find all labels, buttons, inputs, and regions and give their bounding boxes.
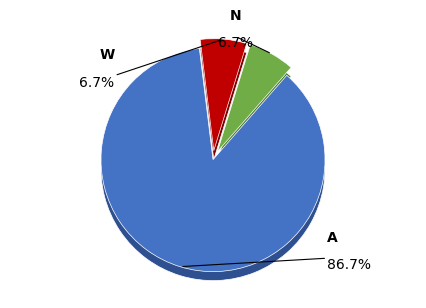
Wedge shape xyxy=(101,48,325,272)
Text: 6.7%: 6.7% xyxy=(79,75,115,90)
Wedge shape xyxy=(217,54,291,161)
Text: 86.7%: 86.7% xyxy=(327,258,371,272)
Wedge shape xyxy=(101,57,325,281)
Text: 6.7%: 6.7% xyxy=(218,36,253,51)
Text: A: A xyxy=(327,231,338,245)
Wedge shape xyxy=(200,39,247,151)
Wedge shape xyxy=(217,45,291,152)
Text: W: W xyxy=(99,48,115,62)
Wedge shape xyxy=(200,48,247,160)
Text: N: N xyxy=(230,9,241,23)
